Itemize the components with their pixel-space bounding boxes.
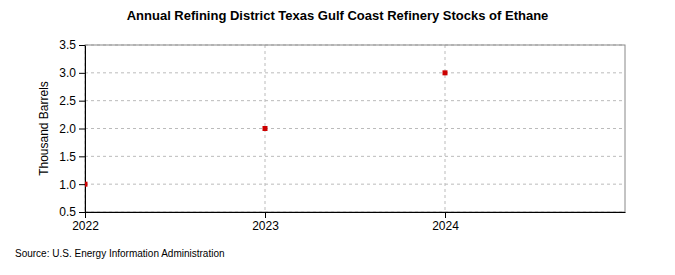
grid-line <box>85 156 625 157</box>
tick-label: 2024 <box>432 219 459 233</box>
tick: 2022 <box>72 212 99 233</box>
grid-line <box>85 72 625 73</box>
tick-mark <box>265 212 266 218</box>
point <box>443 70 448 75</box>
tick-mark <box>79 73 85 74</box>
x-axis: 2022 2023 2024 <box>72 212 625 233</box>
point <box>85 182 88 187</box>
tick: 2.0 <box>59 122 85 136</box>
tick-mark <box>79 45 85 46</box>
tick-mark <box>85 212 86 218</box>
y-axis: 0.5 1.0 1.5 2.0 2.5 3.0 3.5 <box>59 38 85 219</box>
tick-label: 2023 <box>252 219 279 233</box>
grid-line <box>85 128 625 129</box>
points <box>85 70 448 186</box>
tick-label: 3.5 <box>59 38 76 52</box>
tick-mark <box>79 156 85 157</box>
grid <box>85 45 625 212</box>
tick-mark <box>79 184 85 185</box>
tick: 2023 <box>252 212 279 233</box>
point <box>263 126 268 131</box>
tick: 1.0 <box>59 178 85 192</box>
tick-mark <box>445 212 446 218</box>
grid-line <box>85 100 625 101</box>
y-axis-title: Thousand Barrels <box>37 81 51 176</box>
grid-line <box>445 45 446 212</box>
tick: 2024 <box>432 212 459 233</box>
grid-line <box>85 184 625 185</box>
tick-label: 1.5 <box>59 150 76 164</box>
plot-frame <box>85 45 625 212</box>
title: Annual Refining District Texas Gulf Coas… <box>127 8 549 23</box>
tick: 1.5 <box>59 150 85 164</box>
tick-mark <box>79 129 85 130</box>
tick-label: 1.0 <box>59 178 76 192</box>
tick: 2.5 <box>59 94 85 108</box>
axis-line <box>86 212 626 213</box>
tick: 3.5 <box>59 38 85 52</box>
source: Source: U.S. Energy Information Administ… <box>15 248 225 259</box>
tick-mark <box>79 212 85 213</box>
tick: 0.5 <box>59 205 85 219</box>
tick-label: 3.0 <box>59 66 76 80</box>
tick-mark <box>79 101 85 102</box>
tick-label: 0.5 <box>59 205 76 219</box>
axis-line <box>85 46 86 213</box>
tick-label: 2.5 <box>59 94 76 108</box>
tick-label: 2022 <box>72 219 99 233</box>
tick: 3.0 <box>59 66 85 80</box>
tick-label: 2.0 <box>59 122 76 136</box>
chart: Annual Refining District Texas Gulf Coas… <box>0 0 675 275</box>
